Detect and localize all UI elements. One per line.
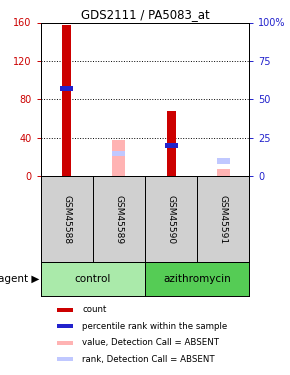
Bar <box>166 111 176 176</box>
Text: agent ▶: agent ▶ <box>0 274 39 284</box>
Text: azithromycin: azithromycin <box>163 274 231 284</box>
Text: count: count <box>82 305 107 314</box>
Text: GSM45591: GSM45591 <box>219 195 228 244</box>
Bar <box>197 176 249 262</box>
Text: GSM45589: GSM45589 <box>114 195 124 244</box>
Text: control: control <box>75 274 111 284</box>
Bar <box>113 151 125 156</box>
Bar <box>57 308 73 312</box>
Bar <box>41 262 145 296</box>
Text: GSM45590: GSM45590 <box>166 195 176 244</box>
Text: percentile rank within the sample: percentile rank within the sample <box>82 322 228 331</box>
Bar <box>145 262 249 296</box>
Title: GDS2111 / PA5083_at: GDS2111 / PA5083_at <box>81 8 209 21</box>
Text: GSM45588: GSM45588 <box>62 195 71 244</box>
Bar <box>165 143 177 148</box>
Bar <box>62 26 71 176</box>
Bar <box>113 140 125 176</box>
Text: rank, Detection Call = ABSENT: rank, Detection Call = ABSENT <box>82 355 215 364</box>
Bar <box>41 176 93 262</box>
Bar <box>57 357 73 361</box>
Bar <box>57 340 73 345</box>
Bar <box>93 176 145 262</box>
Bar <box>145 176 197 262</box>
Bar <box>57 324 73 328</box>
Bar <box>217 158 230 164</box>
Bar <box>217 169 230 176</box>
Bar <box>60 86 73 91</box>
Text: value, Detection Call = ABSENT: value, Detection Call = ABSENT <box>82 338 219 347</box>
